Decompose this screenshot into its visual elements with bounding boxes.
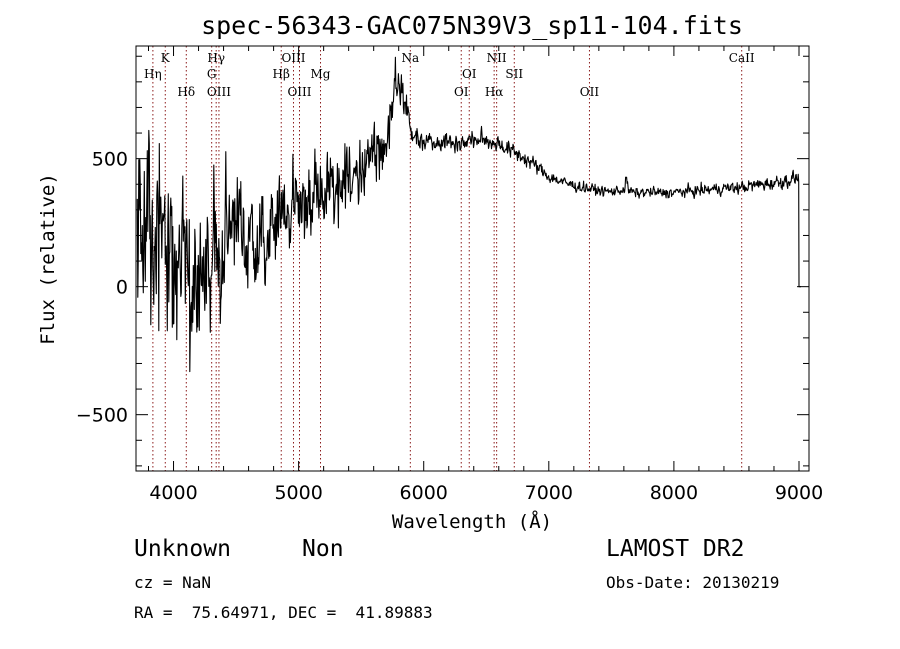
observation-date: Obs-Date: 20130219: [606, 573, 780, 592]
line-label-0: Hη: [144, 67, 162, 81]
line-label-4: G: [207, 67, 217, 81]
spectrum-line: [136, 56, 801, 373]
y-tick-label-2: 500: [92, 149, 128, 171]
y-tick-label-1: 0: [116, 277, 128, 299]
object-subclass: Non: [302, 536, 344, 562]
axis-ticks: 4000 5000 6000 7000 8000 9000 −500 0 500: [76, 46, 823, 504]
line-label-7: Hβ: [273, 67, 290, 81]
chart-title: spec-56343-GAC075N39V3_sp11-104.fits: [201, 11, 743, 40]
line-label-9: OIII: [287, 85, 311, 99]
line-label-8: Mg: [311, 67, 331, 81]
line-label-12: OI: [462, 67, 477, 81]
plot-frame: [135, 45, 810, 472]
line-label-11: NII: [487, 51, 507, 65]
coordinates-readout: RA = 75.64971, DEC = 41.89883: [134, 603, 433, 622]
x-tick-label-1: 5000: [274, 482, 322, 504]
redshift-readout: cz = NaN: [134, 573, 212, 592]
line-label-17: CaII: [729, 51, 755, 65]
line-label-14: OI: [454, 85, 469, 99]
y-axis-label: Flux (relative): [37, 173, 59, 345]
x-tick-label-5: 9000: [775, 482, 823, 504]
object-class: Unknown: [134, 536, 231, 562]
x-tick-label-4: 8000: [650, 482, 698, 504]
y-tick-label-0: −500: [76, 405, 128, 427]
line-label-5: OIII: [207, 85, 231, 99]
x-tick-label-0: 4000: [149, 482, 197, 504]
line-label-2: Hδ: [177, 85, 195, 99]
x-axis-label: Wavelength (Å): [392, 510, 552, 533]
x-tick-label-3: 7000: [525, 482, 573, 504]
line-label-3: Hγ: [207, 51, 225, 65]
line-label-15: Hα: [485, 85, 504, 99]
x-tick-label-2: 6000: [400, 482, 448, 504]
survey-name: LAMOST DR2: [606, 536, 745, 562]
line-label-13: SII: [505, 67, 523, 81]
line-label-16: OII: [580, 85, 600, 99]
line-label-10: Na: [402, 51, 420, 65]
line-label-1: K: [161, 51, 171, 65]
line-label-6: OIII: [281, 51, 305, 65]
